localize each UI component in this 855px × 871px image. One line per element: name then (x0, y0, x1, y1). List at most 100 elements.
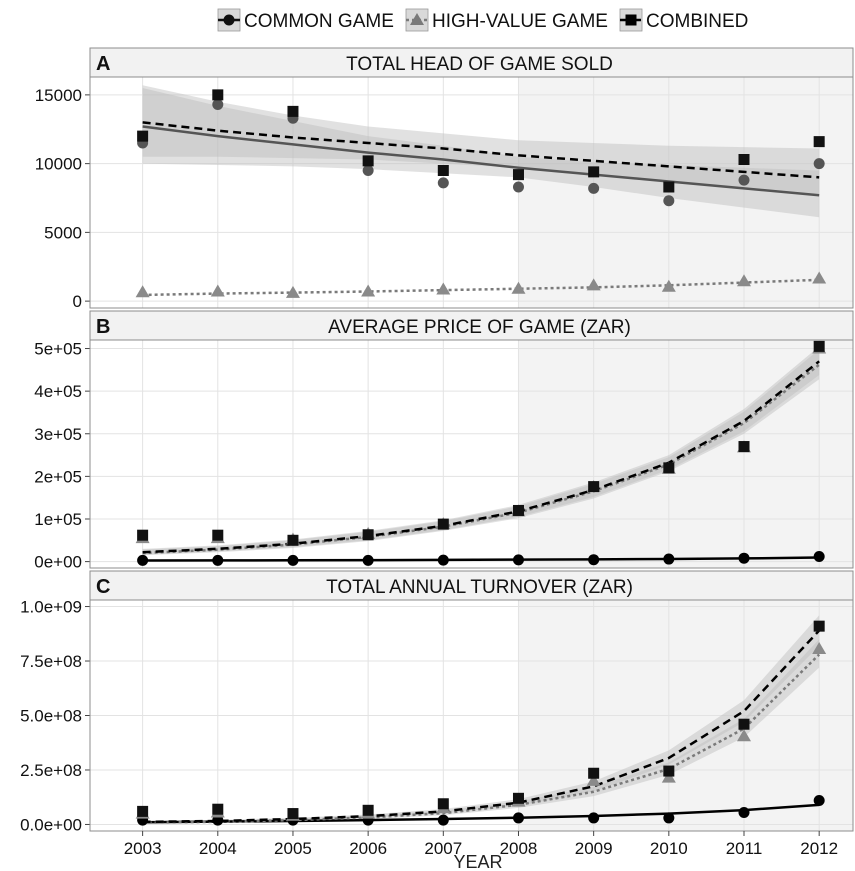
data-point-common-game (813, 550, 825, 562)
data-point-common-game (813, 794, 825, 806)
x-tick-label: 2004 (199, 839, 237, 858)
panel-strip (89, 310, 854, 341)
data-point-combined (287, 808, 299, 820)
x-tick-label: 2006 (349, 839, 387, 858)
data-point-combined (588, 767, 600, 779)
chart-legend: COMMON GAME HIGH-VALUE GAME COMBINED (217, 8, 748, 32)
data-point-combined (738, 441, 750, 453)
panel-strip (89, 47, 854, 78)
x-axis-label: YEAR (453, 852, 502, 871)
y-tick-label: 10000 (35, 155, 82, 174)
data-point-combined (212, 89, 224, 101)
data-point-common-game (287, 554, 299, 566)
legend-key-marker (625, 14, 637, 26)
data-point-common-game (663, 195, 675, 207)
data-point-high-value-game (436, 282, 451, 295)
points-common-game (137, 550, 825, 566)
data-point-common-game (362, 554, 374, 566)
x-tick-label: 2009 (575, 839, 613, 858)
data-point-high-value-game (361, 284, 376, 297)
data-point-high-value-game (812, 642, 827, 655)
panel-c: C TOTAL ANNUAL TURNOVER (ZAR) 0.0e+00 2.5e+… (20, 570, 854, 834)
chart-panels: A TOTAL HEAD OF GAME SOLD 0 5000 10000 15000 B… (20, 47, 854, 834)
data-point-combined (437, 165, 449, 176)
data-point-combined (137, 529, 149, 541)
data-point-high-value-game (586, 278, 601, 291)
fit-line-combined (142, 360, 820, 554)
data-point-high-value-game (135, 285, 150, 298)
data-point-common-game (512, 554, 524, 566)
data-point-combined (287, 105, 299, 117)
panel-letter: C (96, 576, 110, 598)
fit-line-high-value-game (142, 278, 820, 297)
legend-item-combined: COMBINED (619, 8, 748, 32)
legend-label: COMMON GAME (244, 11, 394, 32)
data-point-combined (137, 805, 149, 817)
data-point-common-game (212, 554, 224, 566)
y-tick-label: 5000 (44, 223, 82, 242)
x-tick-label: 2005 (274, 839, 312, 858)
data-point-high-value-game (210, 284, 225, 297)
data-point-common-game (437, 177, 449, 189)
plot-content (135, 340, 827, 566)
data-point-common-game (738, 174, 750, 186)
x-tick-label: 2012 (800, 839, 838, 858)
data-point-common-game (588, 554, 600, 566)
x-tick-label: 2010 (650, 839, 688, 858)
data-point-combined (137, 130, 149, 142)
fit-line-common-game (142, 803, 820, 824)
panel-title: TOTAL HEAD OF GAME SOLD (346, 54, 613, 75)
x-tick-label: 2011 (726, 839, 763, 858)
data-point-combined (738, 718, 750, 730)
legend-item-common-game: COMMON GAME (217, 8, 394, 32)
data-point-combined (663, 765, 675, 777)
data-point-combined (813, 620, 825, 632)
confidence-band-high-value-game (142, 349, 820, 556)
y-tick-label: 5e+05 (34, 340, 82, 359)
data-point-combined (813, 136, 825, 148)
data-point-common-game (437, 554, 449, 566)
data-point-common-game (663, 553, 675, 565)
legend-label: COMBINED (646, 11, 748, 32)
data-point-combined (212, 803, 224, 815)
x-tick-label: 2007 (424, 839, 462, 858)
y-tick-label: 4e+05 (34, 382, 82, 401)
x-tick-label: 2003 (124, 839, 162, 858)
panel-a: A TOTAL HEAD OF GAME SOLD 0 5000 10000 15000 (35, 47, 854, 311)
x-axis: 2003 2004 2005 2006 2007 2008 2009 2010 2011 2012 (124, 831, 838, 858)
panel-letter: A (96, 53, 110, 75)
legend-key-marker (410, 13, 424, 25)
y-axis: 0 5000 10000 15000 (35, 86, 90, 311)
data-point-combined (212, 529, 224, 541)
data-point-combined (588, 481, 600, 493)
fit-line-common-game (142, 125, 820, 197)
legend-key-marker (223, 14, 235, 26)
y-tick-label: 3e+05 (34, 425, 82, 444)
data-point-combined (738, 154, 750, 165)
data-point-common-game (588, 182, 600, 194)
data-point-combined (663, 181, 675, 193)
data-point-combined (813, 340, 825, 352)
y-tick-label: 0e+00 (34, 553, 82, 572)
data-point-common-game (437, 814, 449, 826)
data-point-common-game (588, 812, 600, 824)
fit-line-common-game (142, 556, 820, 562)
panel-letter: B (96, 316, 110, 338)
y-tick-label: 5.0e+08 (20, 707, 82, 726)
y-axis: 0e+00 1e+05 2e+05 3e+05 4e+05 5e+05 (34, 340, 90, 572)
points-high-value-game (135, 271, 827, 298)
data-point-combined (437, 798, 449, 810)
y-tick-label: 0 (73, 292, 82, 311)
confidence-band-combined (142, 346, 820, 555)
data-point-common-game (512, 181, 524, 193)
legend-label: HIGH-VALUE GAME (432, 11, 608, 32)
plot-frame (89, 339, 854, 569)
data-point-high-value-game (737, 274, 751, 287)
data-point-combined (512, 792, 524, 804)
data-point-combined (663, 462, 675, 474)
data-point-combined (362, 155, 374, 167)
points-combined (137, 620, 825, 820)
legend-item-high-value-game: HIGH-VALUE GAME (405, 8, 608, 32)
data-point-combined (287, 534, 299, 546)
